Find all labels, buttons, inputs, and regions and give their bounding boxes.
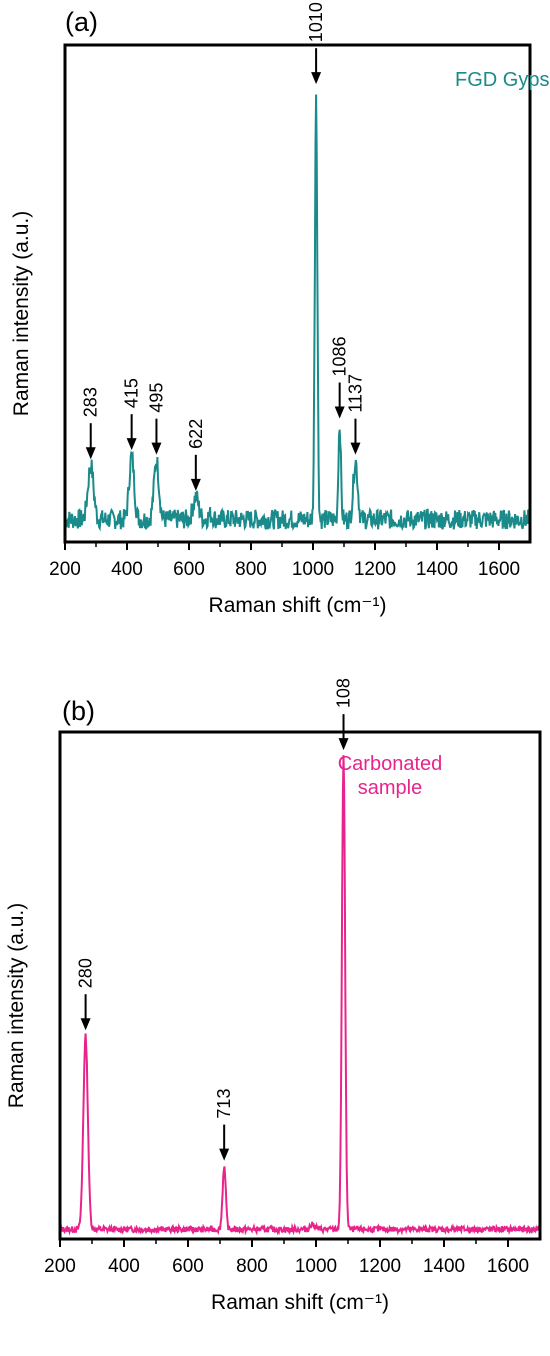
- x-tick-label-a-1400: 1400: [416, 559, 458, 580]
- panel-label-a: (a): [65, 7, 98, 37]
- chart-a-svg: 200 400 600 800 1000 1200 1400 1600 Raman shift …: [10, 2, 550, 617]
- plot-frame-a: [63, 43, 532, 544]
- peak-label-a-415: 415: [122, 378, 142, 408]
- legend-line-a-0: FGD Gypsum: [455, 69, 550, 91]
- x-axis-title-b: Raman shift (cm⁻¹): [211, 1291, 389, 1314]
- chart-panel-b: 200 400 600 800 1000 1200 1400 1600 Raman shift …: [0, 678, 550, 1356]
- x-axis-title-a: Raman shift (cm⁻¹): [209, 594, 387, 617]
- plot-frame-b: [58, 730, 542, 1241]
- peak-label-a-1010: 1010: [306, 2, 326, 42]
- x-tick-label-a-600: 600: [173, 559, 205, 580]
- chart-panel-a: 200 400 600 800 1000 1200 1400 1600 Raman shift …: [10, 2, 550, 617]
- peak-label-b-713: 713: [214, 1089, 234, 1119]
- peak-arrow-head-a-495: [151, 442, 162, 455]
- x-tick-label-b-600: 600: [172, 1256, 204, 1277]
- peak-label-a-283: 283: [81, 387, 101, 417]
- legend-line-b-1: sample: [358, 777, 422, 799]
- series-line-a: [65, 94, 530, 532]
- legend-line-b-0: Carbonated: [338, 753, 443, 775]
- x-tick-label-a-800: 800: [235, 559, 267, 580]
- peak-label-a-1137: 1137: [345, 374, 365, 413]
- x-tick-label-b-400: 400: [108, 1256, 140, 1277]
- series-line-b: [60, 755, 540, 1236]
- x-tick-label-a-1200: 1200: [354, 559, 396, 580]
- peak-arrow-head-a-1010: [311, 72, 322, 85]
- x-tick-label-b-1200: 1200: [359, 1256, 401, 1277]
- x-tick-label-a-1600: 1600: [478, 559, 520, 580]
- x-tick-label-b-1400: 1400: [423, 1256, 465, 1277]
- peak-arrow-head-a-283: [85, 447, 96, 460]
- x-tick-label-a-400: 400: [111, 559, 143, 580]
- peak-arrow-head-a-1137: [350, 442, 361, 455]
- x-tick-label-b-1000: 1000: [295, 1256, 337, 1277]
- peak-arrow-head-a-622: [190, 478, 201, 491]
- legend-a: FGD Gypsum: [455, 69, 550, 91]
- x-tick-label-b-1600: 1600: [487, 1256, 529, 1277]
- peak-label-b-1086: 1086: [334, 678, 354, 708]
- peak-arrow-head-a-1086: [334, 406, 345, 419]
- x-tick-label-b-800: 800: [236, 1256, 268, 1277]
- peak-label-b-280: 280: [76, 958, 96, 988]
- y-axis-title-a: Raman intensity (a.u.): [10, 211, 33, 416]
- peak-arrow-head-b-713: [219, 1148, 230, 1161]
- x-tick-label-a-200: 200: [49, 559, 81, 580]
- peak-label-a-495: 495: [146, 383, 166, 413]
- legend-b: Carbonated sample: [338, 753, 443, 799]
- x-tick-label-a-1000: 1000: [292, 559, 334, 580]
- y-axis-title-b: Raman intensity (a.u.): [5, 903, 28, 1108]
- peak-label-a-622: 622: [186, 419, 206, 449]
- x-tick-label-b-200: 200: [44, 1256, 76, 1277]
- panel-label-b: (b): [62, 696, 95, 726]
- peak-arrow-head-b-280: [80, 1018, 91, 1031]
- chart-b-svg: 200 400 600 800 1000 1200 1400 1600 Raman shift …: [5, 678, 542, 1314]
- peak-arrow-head-b-1086: [338, 738, 349, 751]
- peak-label-a-1086: 1086: [330, 336, 350, 376]
- peak-arrow-head-a-415: [126, 438, 137, 451]
